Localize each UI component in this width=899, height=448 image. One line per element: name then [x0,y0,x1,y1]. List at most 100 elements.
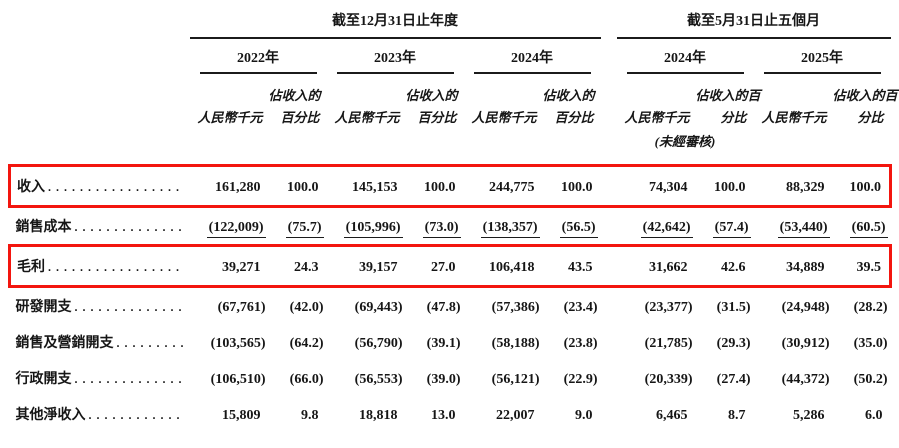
dot-leader [48,260,184,276]
row-label: 研發開支 [15,300,72,315]
value-pct-cell: (42.0) [289,300,324,315]
value-pct-cell: (56.5) [543,207,601,246]
group-gap [601,324,617,360]
year-2024-5m: 2024年 [617,38,754,74]
value-pct-cell: 9.0 [575,408,593,423]
dot-leader [75,220,184,236]
value-rmb-cell: (105,996) [327,207,406,246]
value-pct-cell: 9.8 [301,408,319,423]
value-rmb-cell: 161,280 [189,164,269,208]
unaudited-note: (未經審核) [654,134,716,149]
value-rmb-cell: 244,775 [463,164,543,208]
value-pct-cell: 39.5 [832,244,892,288]
spacer-cell [10,38,190,74]
year-2025-5m: 2025年 [754,38,891,74]
value-rmb-cell: (138,357) [464,207,543,246]
year-2024: 2024年 [464,38,601,74]
value-rmb-cell: 6,465 [656,408,688,423]
value-rmb-cell: (56,553) [354,372,403,387]
value-pct-cell: (29.3) [716,336,751,351]
row-label-cell: 研發開支 [10,287,190,325]
row-label-cell: 收入 [8,164,190,208]
group-gap [601,287,617,325]
value-pct-cell: 100.0 [268,164,327,208]
value-pct-cell: (27.4) [716,372,751,387]
period-group-five-months: 截至5月31日止五個月 [616,6,891,39]
subheader-row-1: 佔收入的 佔收入的 佔收入的 佔收入的百 佔收入的百 [10,74,898,104]
value-pct-cell: 43.5 [542,244,601,288]
table-header: 截至12月31日止年度 截至5月31日止五個月 2022年 2023年 2024… [10,6,898,166]
year-2023: 2023年 [327,38,464,74]
value-rmb-cell: (106,510) [210,372,266,387]
value-pct-cell: 13.0 [431,408,456,423]
row-label: 銷售及營銷開支 [15,336,114,351]
year-row: 2022年 2023年 2024年 2024年 2025年 [10,38,891,74]
period-group-annual: 截至12月31日止年度 [189,6,601,39]
value-rmb-cell: (24,948) [781,300,830,315]
rmb-thousand-label: 人民幣千元 [624,110,690,125]
value-rmb-cell: 88,329 [753,164,833,208]
value-pct-cell: 27.0 [405,244,464,288]
value-pct-cell: 100.0 [695,164,754,208]
group-gap [601,360,617,396]
value-rmb-cell: 106,418 [463,244,543,288]
value-pct-cell: 42.6 [695,244,754,288]
group-gap [601,207,617,246]
row-label-cell: 銷售及營銷開支 [10,324,190,360]
value-pct-cell: (39.1) [426,336,461,351]
row-label: 其他淨收入 [15,408,86,423]
pct-of-revenue-label: 佔收入的 [405,88,458,103]
value-pct-cell: 8.7 [728,408,746,423]
value-rmb-cell: (56,790) [354,336,403,351]
dot-leader [75,372,184,388]
value-pct-cell: (35.0) [853,336,888,351]
percentage-label: 百分比 [417,110,457,125]
value-rmb-cell: 145,153 [326,164,406,208]
value-rmb-cell: 34,889 [753,244,833,288]
row-label-cell: 其他淨收入 [10,396,190,432]
value-pct-cell: (47.8) [426,300,461,315]
income-statement-table: 截至12月31日止年度 截至5月31日止五個月 2022年 2023年 2024… [8,6,898,432]
pct-of-revenue-label: 佔收入的 [542,88,595,103]
value-pct-cell: (23.4) [563,300,598,315]
spacer-cell [10,6,190,38]
value-rmb-cell: (56,121) [491,372,540,387]
subheader-row-unaudited: (未經審核) [10,128,891,166]
dot-leader [89,408,184,424]
group-gap [601,104,617,128]
value-rmb-cell: 31,662 [616,244,696,288]
value-pct-cell: (66.0) [289,372,324,387]
percentage-label: 分比 [720,110,747,125]
value-pct-cell: (31.5) [716,300,751,315]
group-gap [600,244,617,288]
row-label-cell: 行政開支 [10,360,190,396]
dot-leader [117,336,184,352]
row-label-cell: 毛利 [8,244,190,288]
value-pct-cell: 100.0 [832,164,892,208]
group-gap [601,38,617,74]
pct-of-revenue-label: 佔收入的百 [832,88,898,103]
percentage-label: 百分比 [554,110,594,125]
value-rmb-cell: 74,304 [616,164,696,208]
value-rmb-cell: 18,818 [359,408,398,423]
value-pct-cell: (64.2) [289,336,324,351]
rmb-thousand-label: 人民幣千元 [471,110,537,125]
table-row: 行政開支 (106,510) (66.0) (56,553) (39.0) (56,121… [10,360,891,396]
table-row: 其他淨收入 15,809 9.8 18,818 13.0 22,007 9.0 6,465 8.… [10,396,891,432]
dot-leader [48,180,184,196]
value-rmb-cell: 15,809 [222,408,261,423]
value-pct-cell: 6.0 [865,408,883,423]
value-rmb-cell: (67,761) [217,300,266,315]
value-rmb-cell: (30,912) [781,336,830,351]
value-rmb-cell: 39,271 [189,244,269,288]
value-rmb-cell: (42,642) [617,207,696,246]
group-gap [601,396,617,432]
value-pct-cell: (39.0) [426,372,461,387]
spacer-cell [10,74,190,104]
value-pct-cell: 24.3 [268,244,327,288]
pct-of-revenue-label: 佔收入的 [268,88,321,103]
rmb-thousand-label: 人民幣千元 [197,110,263,125]
value-rmb-cell: (21,785) [644,336,693,351]
